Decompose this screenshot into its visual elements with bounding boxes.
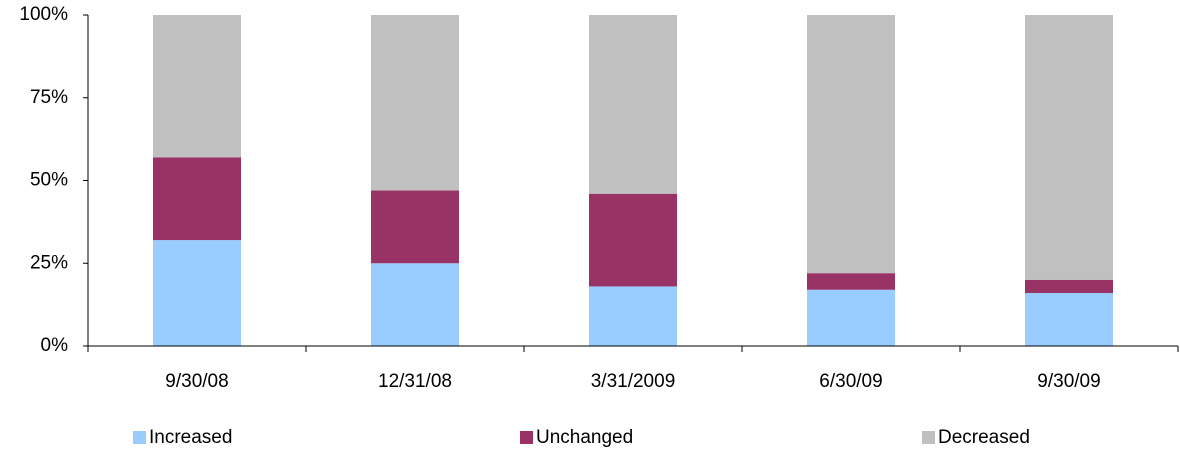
bar-segment <box>371 263 459 346</box>
legend-swatch <box>922 431 935 444</box>
bar-segment <box>589 15 677 194</box>
y-tick-label: 0% <box>41 335 69 356</box>
bar-segment <box>371 190 459 264</box>
bar-segment <box>1025 279 1113 294</box>
bar-segment <box>807 15 895 274</box>
y-tick-label: 25% <box>30 252 68 273</box>
y-tick-label: 75% <box>30 87 68 108</box>
bar-segment <box>589 286 677 346</box>
x-tick-label: 9/30/09 <box>1037 371 1100 392</box>
legend-label: Decreased <box>938 427 1030 448</box>
y-tick-label: 100% <box>19 4 68 25</box>
x-tick-label: 6/30/09 <box>819 371 882 392</box>
bar-segment <box>153 15 241 158</box>
bar-segment <box>153 157 241 241</box>
legend-label: Unchanged <box>536 427 633 448</box>
y-tick-label: 50% <box>30 170 68 191</box>
bar-segment <box>371 15 459 191</box>
bar-segment <box>1025 15 1113 280</box>
bar-segment <box>807 289 895 346</box>
legend-label: Increased <box>149 427 232 448</box>
x-tick-label: 12/31/08 <box>378 371 452 392</box>
x-tick-label: 3/31/2009 <box>591 371 676 392</box>
legend-swatch <box>520 431 533 444</box>
x-tick-label: 9/30/08 <box>165 371 228 392</box>
bar-segment <box>153 240 241 346</box>
bar-segment <box>1025 293 1113 346</box>
bar-segment <box>807 273 895 290</box>
legend-swatch <box>133 431 146 444</box>
bar-segment <box>589 193 677 287</box>
